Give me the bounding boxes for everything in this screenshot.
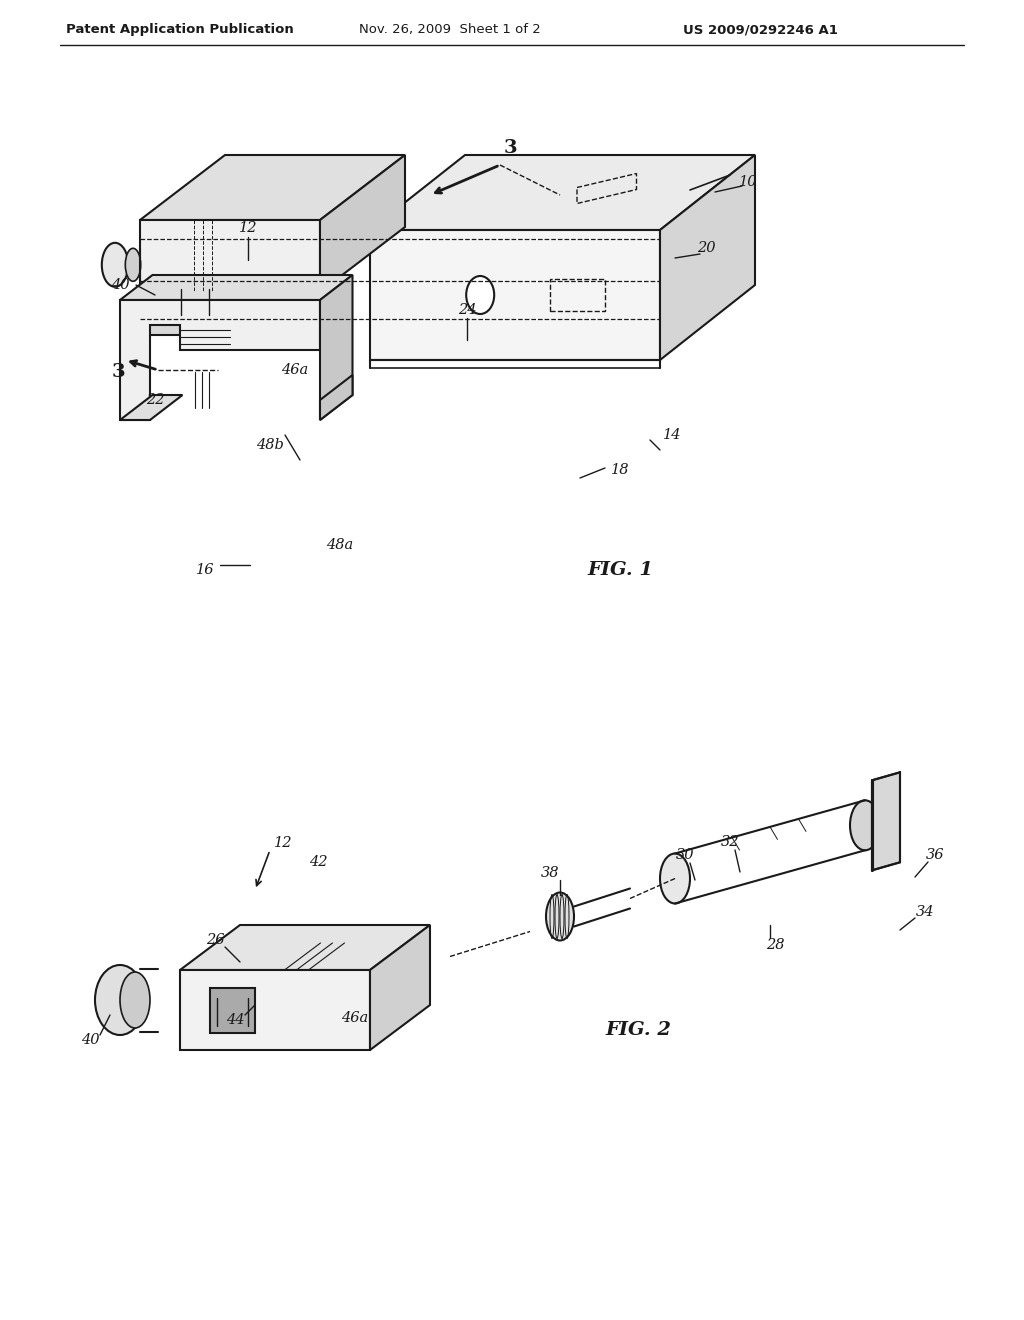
Text: 26: 26 bbox=[206, 933, 224, 946]
Text: FIG. 2: FIG. 2 bbox=[605, 1020, 671, 1039]
Polygon shape bbox=[120, 395, 182, 420]
Text: 18: 18 bbox=[610, 463, 630, 477]
Ellipse shape bbox=[660, 854, 690, 903]
Text: 12: 12 bbox=[273, 836, 292, 850]
Polygon shape bbox=[370, 154, 755, 230]
Text: 42: 42 bbox=[309, 855, 328, 869]
Text: 24: 24 bbox=[458, 304, 476, 317]
Polygon shape bbox=[370, 230, 660, 360]
Ellipse shape bbox=[120, 972, 150, 1028]
Text: 44: 44 bbox=[225, 1012, 245, 1027]
Text: 32: 32 bbox=[721, 836, 739, 849]
Text: 40: 40 bbox=[111, 279, 129, 292]
FancyBboxPatch shape bbox=[175, 281, 215, 321]
Text: FIG. 1: FIG. 1 bbox=[587, 561, 653, 579]
Text: Patent Application Publication: Patent Application Publication bbox=[67, 24, 294, 37]
Text: 22: 22 bbox=[145, 393, 164, 407]
Text: US 2009/0292246 A1: US 2009/0292246 A1 bbox=[683, 24, 838, 37]
Text: 12: 12 bbox=[239, 220, 257, 235]
Ellipse shape bbox=[101, 243, 128, 286]
Ellipse shape bbox=[95, 965, 145, 1035]
Ellipse shape bbox=[546, 892, 574, 940]
Text: 38: 38 bbox=[541, 866, 559, 880]
Text: 46a: 46a bbox=[282, 363, 308, 378]
Text: 3: 3 bbox=[503, 139, 517, 157]
Polygon shape bbox=[140, 220, 319, 292]
Text: 40: 40 bbox=[81, 1034, 99, 1047]
Text: 48b: 48b bbox=[256, 438, 284, 451]
Polygon shape bbox=[140, 154, 406, 220]
Text: 30: 30 bbox=[676, 847, 694, 862]
Text: 20: 20 bbox=[696, 242, 715, 255]
Polygon shape bbox=[180, 970, 370, 1049]
Polygon shape bbox=[319, 275, 352, 420]
Polygon shape bbox=[660, 154, 755, 360]
Polygon shape bbox=[319, 375, 352, 420]
Text: 16: 16 bbox=[196, 564, 214, 577]
Polygon shape bbox=[180, 925, 430, 970]
Polygon shape bbox=[370, 925, 430, 1049]
Text: 36: 36 bbox=[926, 847, 944, 862]
Text: 14: 14 bbox=[663, 428, 681, 442]
Polygon shape bbox=[319, 154, 406, 292]
Polygon shape bbox=[120, 300, 319, 420]
Polygon shape bbox=[872, 772, 900, 870]
Polygon shape bbox=[120, 315, 346, 335]
Text: 48a: 48a bbox=[327, 539, 353, 552]
Text: Nov. 26, 2009  Sheet 1 of 2: Nov. 26, 2009 Sheet 1 of 2 bbox=[359, 24, 541, 37]
Ellipse shape bbox=[466, 276, 495, 314]
FancyBboxPatch shape bbox=[210, 987, 255, 1034]
Polygon shape bbox=[120, 275, 352, 300]
Text: 3: 3 bbox=[112, 363, 125, 381]
Text: 34: 34 bbox=[915, 906, 934, 919]
Text: 46a: 46a bbox=[341, 1011, 369, 1026]
Text: 28: 28 bbox=[766, 939, 784, 952]
Text: 10: 10 bbox=[738, 176, 758, 189]
Ellipse shape bbox=[125, 248, 140, 281]
Ellipse shape bbox=[850, 800, 880, 850]
